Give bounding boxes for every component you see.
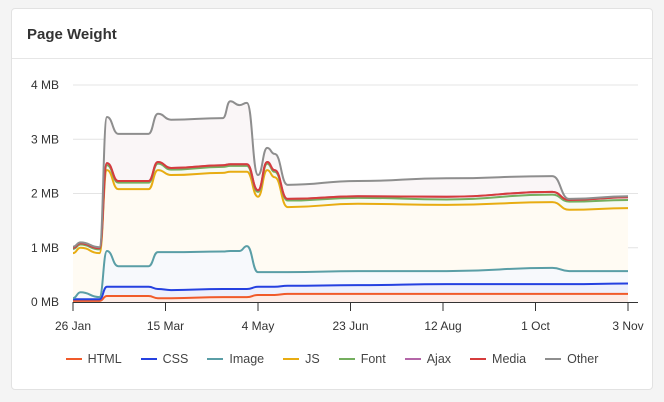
series-line-html	[72, 292, 628, 302]
legend-item-media[interactable]: Media	[470, 352, 526, 366]
y-tick-label: 4 MB	[31, 78, 59, 92]
legend-label: Font	[360, 352, 386, 366]
card-divider	[12, 58, 652, 59]
x-tick-label: 15 Mar	[147, 319, 184, 333]
card-title: Page Weight	[27, 26, 117, 43]
y-tick-label: 1 MB	[31, 241, 59, 255]
legend-swatch-icon	[283, 358, 300, 360]
series-line-image	[72, 245, 628, 300]
x-tick-label: 1 Oct	[521, 319, 550, 333]
series-line-js	[72, 169, 629, 255]
legend-label: CSS	[162, 352, 189, 366]
area-other	[73, 101, 628, 249]
legend-item-html[interactable]: HTML	[65, 352, 122, 366]
legend-item-other[interactable]: Other	[545, 352, 598, 366]
x-tick-label: 3 Nov	[612, 319, 643, 333]
area-html	[73, 293, 628, 302]
series-line-css	[73, 282, 629, 301]
y-tick-label: 0 MB	[31, 295, 59, 309]
legend-swatch-icon	[338, 358, 355, 360]
legend-swatch-icon	[545, 358, 562, 360]
legend-item-image[interactable]: Image	[207, 352, 264, 366]
series-line-media	[72, 161, 629, 250]
x-tick-label: 12 Aug	[424, 319, 461, 333]
x-tick-label: 26 Jan	[55, 319, 91, 333]
legend-label: Media	[492, 352, 527, 366]
legend-label: Image	[229, 352, 265, 366]
legend-label: JS	[305, 352, 320, 366]
area-js	[73, 170, 628, 299]
legend-swatch-icon	[470, 358, 487, 360]
area-image	[73, 246, 628, 300]
legend-label: HTML	[87, 352, 122, 366]
x-tick-label: 4 May	[242, 319, 275, 333]
series-line-other	[72, 100, 629, 249]
legend-swatch-icon	[140, 358, 157, 360]
x-tick-label: 23 Jun	[332, 319, 368, 333]
legend-item-js[interactable]: JS	[283, 352, 320, 366]
legend-item-css[interactable]: CSS	[140, 352, 189, 366]
legend-item-ajax[interactable]: Ajax	[404, 352, 452, 366]
legend-swatch-icon	[65, 358, 82, 360]
legend-swatch-icon	[404, 358, 421, 360]
legend-item-font[interactable]: Font	[338, 352, 386, 366]
y-tick-label: 2 MB	[31, 187, 59, 201]
legend-swatch-icon	[207, 358, 224, 360]
legend-label: Ajax	[426, 352, 452, 366]
legend-label: Other	[567, 352, 599, 366]
chart-legend: HTML CSS Image JS Font Ajax Media Other	[0, 352, 664, 366]
y-tick-label: 3 MB	[31, 132, 59, 146]
